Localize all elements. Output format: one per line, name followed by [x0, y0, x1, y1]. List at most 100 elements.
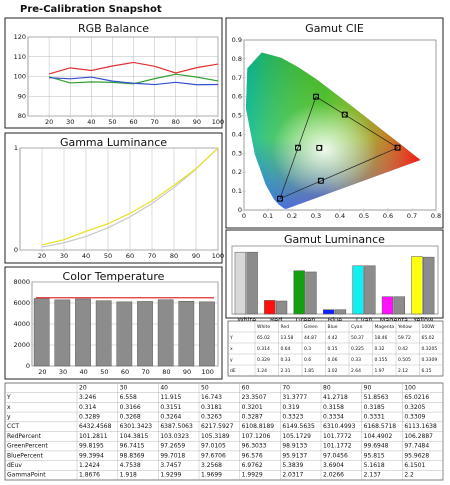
cell: 0.3309 [404, 413, 425, 420]
cell: 1.24 [257, 368, 267, 374]
cell: 99.8195 [79, 443, 104, 450]
cell: 97.2659 [160, 443, 185, 450]
x-tick-label: 50 [108, 118, 116, 126]
column-header: 70 [282, 384, 290, 391]
target-point [277, 195, 283, 202]
bar [322, 309, 335, 315]
cell: 107.1206 [242, 433, 271, 440]
x-tick-label: 20 [38, 252, 46, 260]
chart-title: Gamut Luminance [284, 233, 385, 246]
x-tick-label: 70 [148, 252, 156, 260]
cell: 0.3158 [323, 404, 344, 411]
cell: 6432.4568 [79, 423, 112, 430]
bar [199, 301, 215, 367]
y-tick-label: 4000 [13, 320, 30, 328]
cell: 3.2568 [201, 462, 222, 469]
cell: 97.7484 [404, 443, 429, 450]
x-tick-label: 30 [66, 118, 74, 126]
cell: 0.225 [351, 346, 364, 352]
cell: 2.0317 [282, 472, 303, 479]
plot-area [231, 245, 439, 315]
cell: 13.58 [281, 335, 294, 341]
row-label: y [230, 358, 233, 363]
x-tick-label: Cyan [356, 316, 373, 324]
row-label: y [7, 413, 11, 420]
y-tick-label: 0.6 [232, 93, 242, 101]
x-tick-label: 70 [151, 118, 159, 126]
cell: 50.37 [351, 335, 364, 341]
cell: 0.3181 [201, 404, 222, 411]
cell: 99.3994 [79, 452, 104, 459]
cell: 0.6 [304, 357, 311, 363]
plot-area [19, 147, 219, 251]
cell: 103.0323 [160, 433, 189, 440]
cell: 0.3185 [364, 404, 385, 411]
row-label: Y [229, 335, 233, 341]
x-tick-label: 50 [100, 368, 108, 376]
cell: 0.3264 [160, 413, 181, 420]
cell: 0.3334 [323, 413, 344, 420]
column-header: 60 [242, 384, 250, 391]
target-point [313, 93, 319, 100]
cell: 0.33 [351, 357, 361, 363]
cell: 5.3839 [282, 462, 303, 469]
row-label: CCT [7, 423, 19, 430]
x-tick-label: 100 [212, 118, 224, 126]
cell: 0.3263 [201, 413, 222, 420]
cell: 0.505 [398, 357, 411, 363]
x-tick-label: 90 [183, 368, 191, 376]
x-tick-label: 40 [82, 252, 90, 260]
cell: 97.6706 [201, 452, 226, 459]
x-tick-label: 80 [170, 252, 178, 260]
cell: 101.1772 [323, 443, 352, 450]
target-point [318, 178, 324, 184]
cell: 0.329 [257, 357, 270, 363]
bar [157, 299, 174, 367]
column-header: Green [304, 324, 318, 330]
cell: 105.3189 [201, 433, 230, 440]
row-label: x [7, 404, 11, 411]
series-line [41, 147, 219, 246]
x-tick-label: White [237, 316, 256, 324]
cell: 98.9133 [282, 443, 307, 450]
cell: 6310.4993 [323, 423, 356, 430]
cell: 99.7018 [160, 452, 185, 459]
target-point [295, 144, 301, 151]
cell: 4.42 [328, 335, 338, 341]
cell: 0.3166 [120, 404, 141, 411]
bar [381, 296, 394, 315]
bar [411, 256, 423, 315]
row-label: Y [6, 394, 11, 401]
cell: 59.72 [398, 335, 411, 341]
cell: 0.64 [281, 346, 291, 352]
x-tick-label: 20 [45, 118, 53, 126]
column-header: White [257, 324, 270, 330]
y-tick-label: 110 [14, 53, 26, 61]
x-tick-label: 100 [212, 252, 224, 260]
cell: 95.9137 [282, 452, 307, 459]
x-tick-label: 80 [172, 118, 180, 126]
cell: 101.7772 [323, 433, 352, 440]
bar [423, 256, 435, 315]
row-label: dE [230, 368, 236, 374]
chart-title: Color Temperature [63, 270, 165, 283]
cell: 11.915 [160, 394, 181, 401]
cell: 4.7538 [120, 462, 141, 469]
row-label: dEuv [7, 462, 22, 469]
bar [33, 298, 50, 367]
bar [246, 251, 258, 315]
bar [116, 301, 133, 367]
x-tick-label: 30 [59, 368, 67, 376]
bar [137, 301, 153, 367]
x-tick-label: 80 [162, 368, 170, 376]
cell: 2.12 [398, 368, 408, 374]
cell: 6.558 [120, 394, 137, 401]
cell: 6108.8189 [242, 423, 275, 430]
bar [54, 299, 71, 367]
x-tick-label: 60 [126, 252, 134, 260]
x-tick-label: 60 [129, 118, 137, 126]
x-tick-label: 0.8 [431, 212, 441, 220]
cell: 3.02 [328, 368, 338, 374]
color-table-frame [227, 320, 444, 377]
